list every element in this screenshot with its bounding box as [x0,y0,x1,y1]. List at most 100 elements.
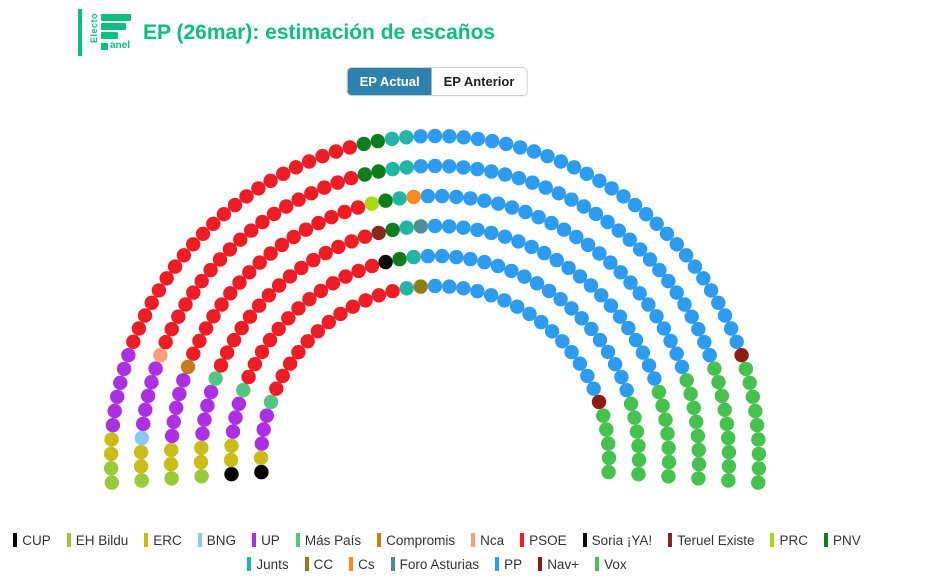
seat-Nav+[interactable] [591,394,607,410]
seat-PSOE[interactable] [176,248,192,263]
seat-PP[interactable] [594,288,609,303]
seat-UP[interactable] [107,403,122,419]
seat-PP[interactable] [632,242,648,257]
seat-EH Bildu[interactable] [104,475,120,490]
seat-PP[interactable] [526,144,542,159]
seat-UP[interactable] [166,414,181,429]
seat-PP[interactable] [427,158,443,174]
seat-Junts[interactable] [399,130,414,145]
seat-PSOE[interactable] [357,229,373,244]
seat-UP[interactable] [195,426,210,441]
seat-PSOE[interactable] [333,306,348,322]
seat-PP[interactable] [564,192,579,207]
seat-PP[interactable] [592,332,608,348]
seat-PP[interactable] [638,207,654,222]
seat-PSOE[interactable] [251,181,266,196]
seat-PP[interactable] [551,186,566,201]
seat-PNV[interactable] [356,136,371,152]
seat-Cs[interactable] [406,189,421,205]
seat-PP[interactable] [600,214,615,230]
seat-PP[interactable] [442,219,457,234]
seat-ERC[interactable] [224,438,239,453]
seat-PP[interactable] [674,359,690,375]
seat-PSOE[interactable] [276,166,291,181]
seat-PSOE[interactable] [178,297,193,312]
seat-Vox[interactable] [661,469,676,484]
seat-PP[interactable] [586,381,601,396]
seat-PSOE[interactable] [247,357,263,372]
seat-PSOE[interactable] [279,199,294,214]
seat-PP[interactable] [497,293,512,308]
seat-Soria ¡YA![interactable] [378,254,393,270]
seat-UP[interactable] [169,400,184,415]
seat-CUP[interactable] [254,464,269,480]
seat-PSOE[interactable] [239,189,254,204]
seat-PSOE[interactable] [294,260,309,276]
seat-Vox[interactable] [601,450,617,466]
seat-PSOE[interactable] [318,245,333,261]
seat-PP[interactable] [607,357,623,372]
seat-Junts[interactable] [399,281,414,296]
legend-item-CC[interactable]: CC [304,557,333,572]
seat-Vox[interactable] [596,408,611,423]
seat-ERC[interactable] [133,445,149,460]
seat-UP[interactable] [136,416,151,432]
seat-PSOE[interactable] [158,334,173,350]
seat-PSOE[interactable] [151,283,167,298]
seat-PP[interactable] [470,284,485,299]
seat-PP[interactable] [463,251,478,267]
seat-PP[interactable] [564,301,579,316]
seat-Vox[interactable] [631,467,646,482]
seat-Vox[interactable] [689,414,704,429]
seat-UP[interactable] [116,361,132,377]
seat-BNG[interactable] [134,430,149,446]
seat-PP[interactable] [456,130,471,145]
seat-PSOE[interactable] [263,173,278,188]
seat-PSOE[interactable] [214,297,229,312]
seat-PSOE[interactable] [233,232,248,247]
seat-PSOE[interactable] [344,234,359,249]
legend-item-Más País[interactable]: Más País [295,533,361,548]
seat-UP[interactable] [228,410,243,425]
seat-PSOE[interactable] [234,320,249,336]
seat-PSOE[interactable] [195,226,211,241]
seat-PP[interactable] [588,206,604,222]
seat-Vox[interactable] [748,403,763,419]
seat-ERC[interactable] [133,459,149,474]
seat-Vox[interactable] [751,475,766,490]
seat-PP[interactable] [628,332,644,348]
seat-PP[interactable] [555,334,570,349]
seat-Vox[interactable] [721,430,736,446]
seat-Vox[interactable] [679,373,694,388]
seat-PP[interactable] [497,229,513,244]
tab-ep-actual[interactable]: EP Actual [347,68,432,95]
seat-PSOE[interactable] [301,154,317,169]
seat-PP[interactable] [456,220,471,235]
seat-PP[interactable] [484,164,499,179]
seat-PP[interactable] [549,252,564,268]
seat-PP[interactable] [513,140,528,155]
seat-PSOE[interactable] [306,252,321,268]
legend-item-BNG[interactable]: BNG [197,533,236,548]
seat-PSOE[interactable] [192,333,207,349]
seat-PP[interactable] [566,160,582,175]
seat-PSOE[interactable] [269,381,284,396]
tab-ep-anterior[interactable]: EP Anterior [431,68,527,95]
seat-PP[interactable] [703,283,719,298]
seat-PSOE[interactable] [298,222,314,237]
seat-PP[interactable] [524,239,539,255]
seat-PP[interactable] [576,199,591,214]
seat-PP[interactable] [427,128,443,144]
legend-item-Nca[interactable]: Nca [471,533,504,548]
seat-PSOE[interactable] [282,269,298,284]
seat-PSOE[interactable] [342,140,357,155]
seat-PP[interactable] [622,232,637,247]
legend-item-PNV[interactable]: PNV [824,533,861,548]
seat-PP[interactable] [477,254,492,270]
seat-PSOE[interactable] [274,237,290,253]
seat-PSOE[interactable] [310,324,326,339]
seat-PP[interactable] [669,285,684,300]
seat-PP[interactable] [612,309,628,324]
seat-ERC[interactable] [103,446,119,462]
seat-PNV[interactable] [392,251,407,267]
